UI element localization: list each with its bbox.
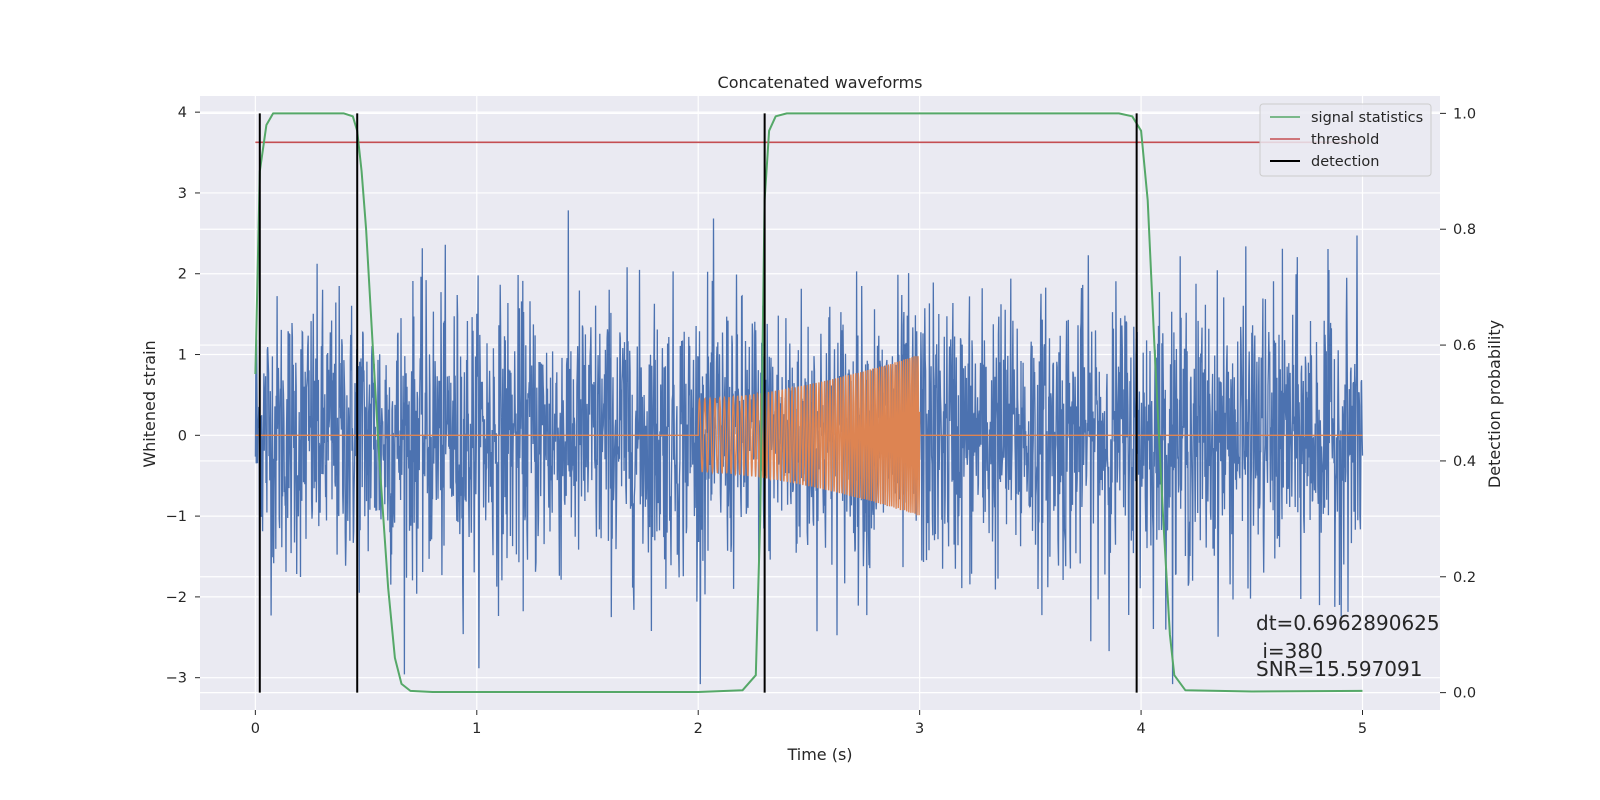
signal-statistics-line bbox=[254, 112, 1363, 693]
annotation-block: dt=0.6962890625 i=380 SNR=15.597091 bbox=[1256, 611, 1440, 681]
y-axis-ticks: −3 −2 −1 0 1 2 3 4 bbox=[166, 105, 200, 687]
x-tick-label: 4 bbox=[1136, 721, 1145, 737]
y-tick-label: 1 bbox=[178, 348, 187, 364]
x-tick-label: 0 bbox=[251, 721, 260, 737]
detection-series bbox=[258, 113, 1138, 693]
waveform-series bbox=[255, 356, 1363, 516]
legend-label-threshold: threshold bbox=[1311, 132, 1379, 148]
y-axis-title: Whitened strain bbox=[140, 340, 159, 467]
y-tick-label: 3 bbox=[178, 186, 187, 202]
y2-axis-ticks: 0.0 0.2 0.4 0.6 0.8 1.0 bbox=[1440, 106, 1476, 702]
y-tick-label: 4 bbox=[178, 105, 187, 121]
y-tick-label: 0 bbox=[178, 428, 187, 444]
x-tick-label: 3 bbox=[915, 721, 924, 737]
legend-box bbox=[1259, 103, 1432, 177]
y-tick-label: −2 bbox=[166, 590, 187, 606]
x-tick-label: 5 bbox=[1358, 721, 1367, 737]
y-tick-label: −3 bbox=[166, 671, 187, 687]
y2-tick-label: 0.6 bbox=[1453, 338, 1476, 354]
y2-axis-title: Detection probability bbox=[1485, 320, 1504, 488]
y2-tick-label: 0.2 bbox=[1453, 570, 1476, 586]
y2-tick-label: 0.0 bbox=[1453, 686, 1476, 702]
y-tick-label: −1 bbox=[166, 509, 187, 525]
y2-tick-label: 0.8 bbox=[1453, 222, 1476, 238]
y2-tick-label: 1.0 bbox=[1453, 106, 1476, 122]
x-axis-title: Time (s) bbox=[786, 745, 852, 764]
x-tick-label: 1 bbox=[472, 721, 481, 737]
annotation-snr: SNR=15.597091 bbox=[1256, 657, 1422, 681]
annotation-index: i=380 bbox=[1256, 639, 1323, 663]
x-axis-ticks: 0 1 2 3 4 5 bbox=[251, 710, 1367, 737]
y2-tick-label: 0.4 bbox=[1453, 454, 1476, 470]
legend: signal statistics threshold detection bbox=[1259, 103, 1432, 177]
chart-title: Concatenated waveforms bbox=[718, 73, 923, 92]
annotation-dt: dt=0.6962890625 bbox=[1256, 611, 1440, 635]
legend-label-signal-statistics: signal statistics bbox=[1311, 110, 1423, 126]
signal-statistics-series bbox=[254, 112, 1363, 693]
x-tick-label: 2 bbox=[694, 721, 703, 737]
y-tick-label: 2 bbox=[178, 267, 187, 283]
waveform-line bbox=[255, 356, 1363, 516]
legend-label-detection: detection bbox=[1311, 154, 1379, 170]
